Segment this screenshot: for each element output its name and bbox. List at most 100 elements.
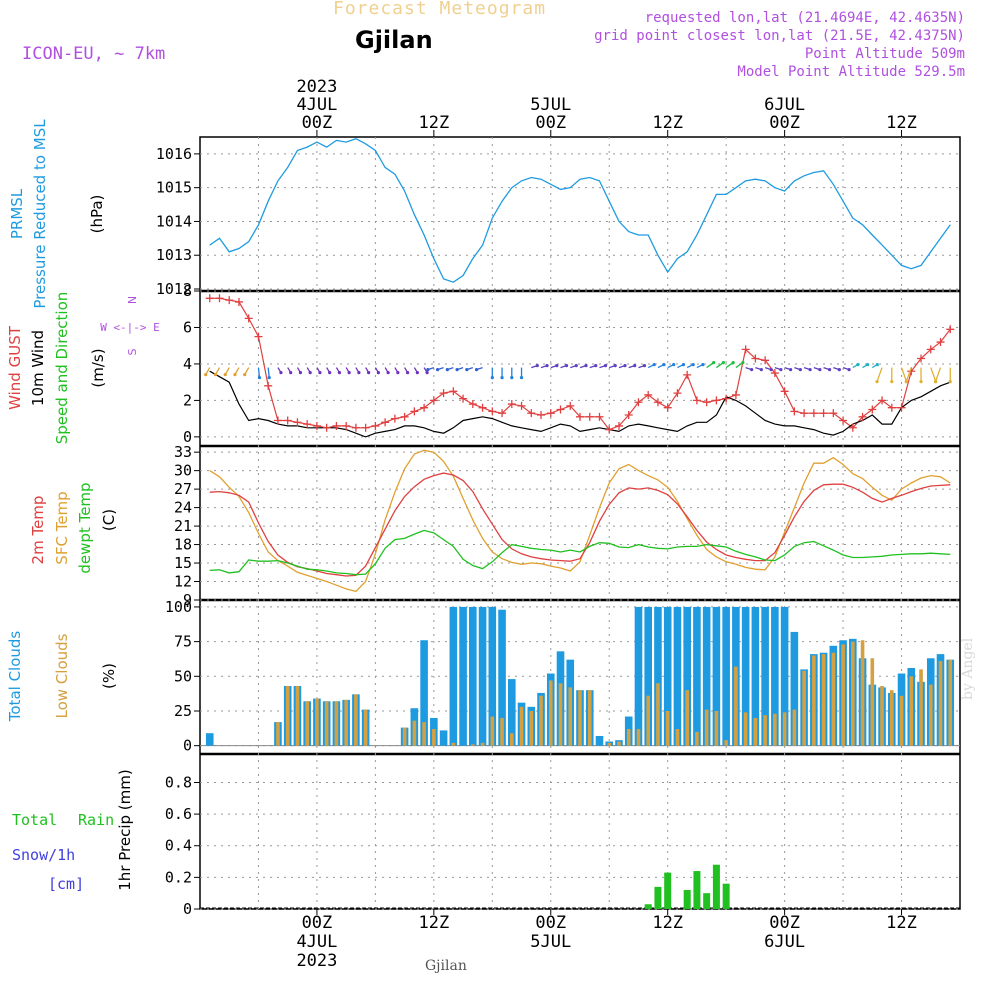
rain-bar [644,904,652,909]
low-cloud-bar [432,729,436,746]
low-cloud-bar [636,729,641,746]
rain-bar [654,886,662,909]
gust-marker [556,405,565,414]
footer-location: Gjilan [425,958,467,974]
pressure-unit: (hPa) [88,195,106,234]
model-altitude: Model Point Altitude 529.5m [737,64,965,80]
wind-arrow [905,367,912,382]
gust-marker [673,389,682,398]
y-tick-label: 0.2 [165,868,192,886]
low-cloud-bar [782,712,787,746]
gust-marker [614,421,623,430]
2m-temp-label: 2m Temp [29,496,47,565]
gust-marker [390,414,399,423]
location-title: Gjilan [355,26,433,54]
total-cloud-bar [469,606,477,746]
gust-marker [595,412,604,421]
rain-bar [664,872,672,909]
wind-arrow-head [367,370,371,375]
low-cloud-bar [938,661,943,746]
gust-marker [858,412,867,421]
wind-arrow-head [386,370,390,375]
wind-arrow-head [919,379,923,384]
total-cloud-bar [459,606,467,746]
gust-marker [498,409,507,418]
total-cloud-bar [722,606,730,746]
rain-bar [703,893,711,909]
time-label-top: 12Z [418,113,449,133]
gust-marker [459,394,468,403]
wind-arrow-head [318,370,322,375]
rain-bar [683,890,691,909]
gust-marker [215,294,224,303]
y-tick-label: 0 [183,737,192,755]
gust-marker [653,398,662,407]
chart-title: Forecast Meteogram [333,0,547,19]
total-cloud-bar [693,606,701,746]
wind-arrow-head [691,362,695,367]
total-cloud-bar [702,606,711,746]
gust-marker [351,423,360,432]
gust-marker [527,409,536,418]
prmsl-label: PRMSL [8,188,26,239]
wind-arrow-head [827,367,832,372]
total-cloud-bar [507,679,516,746]
time-label-bottom: 4JUL [296,932,337,952]
wind-arrow-head [633,363,637,368]
wind-arrow-head [279,370,283,375]
total-cloud-bar [771,606,779,746]
wind-arrow-head [741,360,745,365]
low-cloud-bar [860,640,865,746]
total-cloud-bar [498,609,506,746]
total-cloud-bar [654,606,662,746]
low-cloud-bar [889,690,894,746]
low-cloud-bar [812,655,816,746]
wind-arrow [900,367,908,382]
low-cloud-bar [344,699,348,746]
wind-arrow-head [257,375,262,380]
low-cloud-bar [734,666,738,746]
wind-arrow-head [535,363,539,368]
low-cloud-bar [831,652,836,746]
wind-arrow-head [701,362,705,367]
snow-unit: [cm] [48,875,84,893]
gust-marker [420,403,429,412]
total-cloud-bar [761,606,769,746]
low-cloud-bar [305,701,309,746]
panel-labels: PRMSL Pressure Reduced to MSL (hPa) Wind GU… [6,119,160,893]
gust-marker [381,418,390,427]
gust-marker [887,403,896,412]
low-cloud-bar [480,742,485,746]
y-tick-label: 0 [183,900,192,918]
wind-arrow [267,367,270,378]
time-label-bottom: 5JUL [530,932,571,952]
wind-arrow [930,367,937,382]
y-tick-label: 1016 [156,145,192,163]
time-label-top: 00Z [535,113,566,133]
y-tick-label: 50 [174,667,192,685]
wind-arrow-head [789,367,793,372]
dewpt-label: dewpt Temp [76,482,94,573]
gust-marker [312,421,321,430]
gust-marker [761,356,770,365]
wind-arrow-head [613,363,617,368]
wind-unit: (m/s) [89,348,107,387]
y-tick-label: 0.4 [165,837,192,855]
low-cloud-bar [928,684,933,746]
total-cloud-bar [751,606,760,746]
low-cloud-bar [587,690,592,746]
wind-arrow-head [652,362,656,367]
low-cloud-bar [880,686,884,746]
gust-marker [400,412,409,421]
gust-marker [731,390,740,399]
time-label-bottom: 12Z [652,913,683,933]
wind-arrow-head [204,372,208,377]
low-cloud-bar [802,670,806,746]
total-cloud-bar [780,606,789,746]
total-cloud-bar [439,730,448,746]
wind-arrow-head [856,362,860,367]
compass-n: N [126,296,139,304]
model-label: ICON-EU, ~ 7km [22,44,166,64]
low-cloud-bar [607,742,612,746]
pressure-label: Pressure Reduced to MSL [31,119,49,309]
